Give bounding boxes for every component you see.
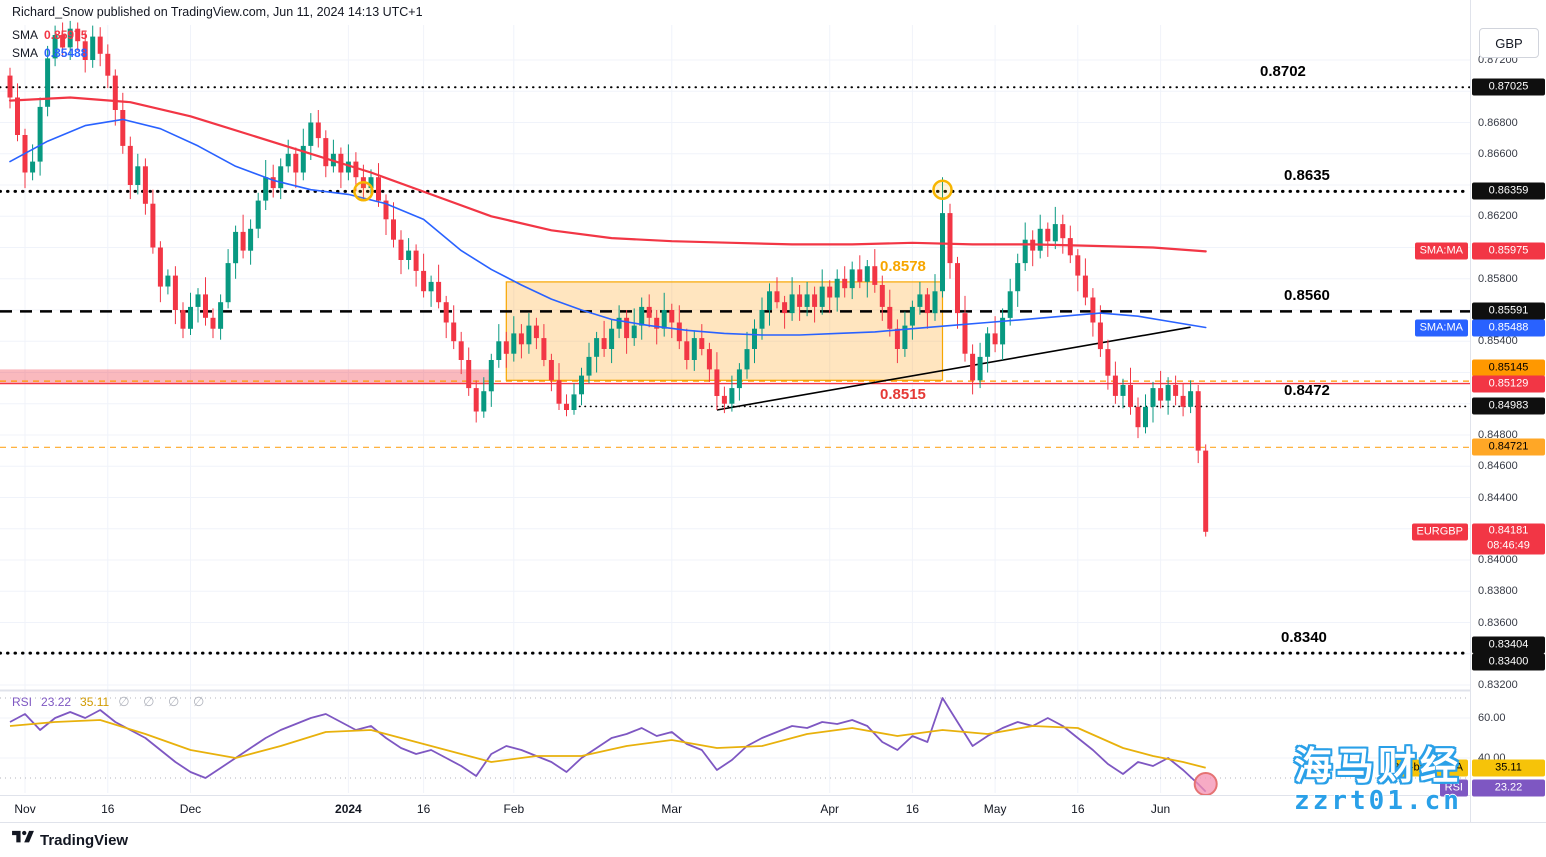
currency-toggle-button[interactable]: GBP <box>1479 28 1539 58</box>
rsi-ma-price-badge: 35.11 <box>1472 759 1545 777</box>
tradingview-logo[interactable]: TradingView <box>12 829 128 851</box>
rsi-legend[interactable]: RSI 23.22 35.11 ∅ ∅ ∅ ∅ <box>12 694 209 710</box>
price-axis-tick: 0.85800 <box>1478 272 1518 285</box>
axis-price-badge: 0.87025 <box>1472 78 1545 96</box>
axis-price-badge: 0.83404 <box>1472 636 1545 654</box>
watermark: 海马财经 zzrt01.cn <box>1293 746 1462 816</box>
tradingview-logo-icon <box>12 829 34 851</box>
sma-slow-label: SMA <box>12 28 39 42</box>
sma-fast-legend-row[interactable]: SMA 0.85488 <box>12 44 87 62</box>
sma-fast-label: SMA <box>12 46 39 60</box>
bottom-toolbar: TradingView <box>0 822 1546 857</box>
time-axis-label: 2024 <box>335 802 362 816</box>
tradingview-brand: TradingView <box>40 831 129 849</box>
sma-slow-price-badge: 0.85975 <box>1472 242 1545 260</box>
axis-price-badge: 0.85145 <box>1472 359 1545 377</box>
time-axis-label: 16 <box>905 802 920 816</box>
watermark-line1: 海马财经 <box>1293 746 1462 788</box>
sma-fast-price-badge: 0.85488 <box>1472 319 1545 336</box>
time-axis-label: Feb <box>503 802 525 816</box>
rsi-ma-value: 35.11 <box>80 695 110 709</box>
axis-price-badge: 0.86359 <box>1472 182 1545 200</box>
time-axis-label: Mar <box>661 802 683 816</box>
price-axis-tick: 0.85400 <box>1478 335 1518 348</box>
price-axis-tick: 0.84000 <box>1478 554 1518 566</box>
time-axis-label: 16 <box>101 802 115 816</box>
time-axis-label: 16 <box>1071 802 1085 816</box>
axis-price-badge: 0.83400 <box>1472 653 1545 671</box>
rsi-value: 23.22 <box>41 695 72 709</box>
chart-canvas[interactable] <box>0 0 1472 796</box>
price-axis-tick: 0.84600 <box>1478 460 1518 473</box>
price-axis-tick: 0.86800 <box>1478 116 1518 129</box>
price-axis-tick: 0.86600 <box>1478 147 1518 160</box>
price-axis-tick: 0.83600 <box>1478 616 1518 629</box>
price-axis-tick: 0.84800 <box>1478 429 1518 441</box>
price-axis-tick: 0.84400 <box>1478 491 1518 504</box>
rsi-price-badge: 23.22 <box>1472 779 1545 797</box>
axis-price-badge: 0.85129 <box>1472 375 1545 393</box>
time-axis-label: Dec <box>179 802 202 816</box>
time-axis[interactable]: Nov 16 Dec 2024 16 Feb Mar Apr 16 May 16 Jun <box>0 795 1470 823</box>
time-axis-label: Apr <box>820 802 840 816</box>
indicator-legend: SMA 0.85975 SMA 0.85488 <box>12 26 87 62</box>
axis-price-badge: 0.84721 <box>1472 438 1545 456</box>
price-axis[interactable]: GBP 0.87200 0.86800 0.86600 0.86200 0.85800 0… <box>1470 0 1546 822</box>
publish-attribution: Richard_Snow published on TradingView.co… <box>12 5 423 19</box>
sma-slow-legend-row[interactable]: SMA 0.85975 <box>12 26 87 44</box>
price-axis-tick: 0.83200 <box>1478 679 1518 691</box>
axis-price-badge: 0.84983 <box>1472 397 1545 415</box>
symbol-price-badge: 0.84181 08:46:49 <box>1472 523 1545 555</box>
time-axis-label: May <box>983 802 1007 816</box>
watermark-line2: zzrt01.cn <box>1294 785 1462 816</box>
price-axis-tick: 0.83800 <box>1478 585 1518 598</box>
time-axis-label: Nov <box>14 802 36 816</box>
price-axis-tick: 0.86200 <box>1478 210 1518 223</box>
time-axis-label: Jun <box>1150 802 1171 816</box>
rsi-hidden-values: ∅ ∅ ∅ ∅ <box>118 694 210 709</box>
rsi-label: RSI <box>12 695 33 709</box>
time-axis-label: 16 <box>416 802 431 816</box>
rsi-axis-tick: 60.00 <box>1478 712 1506 724</box>
sma-fast-value: 0.85488 <box>44 46 88 60</box>
axis-price-badge: 0.85591 <box>1472 302 1545 320</box>
sma-slow-value: 0.85975 <box>44 28 88 42</box>
